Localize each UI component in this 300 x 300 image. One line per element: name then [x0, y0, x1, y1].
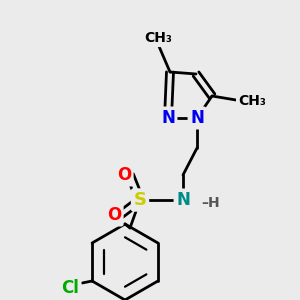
Text: N: N: [190, 109, 204, 127]
Text: O: O: [107, 206, 121, 224]
Text: CH₃: CH₃: [144, 31, 172, 45]
Text: Cl: Cl: [61, 279, 79, 297]
Text: N: N: [176, 191, 190, 209]
Text: CH₃: CH₃: [238, 94, 266, 108]
Text: –H: –H: [201, 196, 220, 210]
Text: S: S: [134, 191, 146, 209]
Text: O: O: [117, 166, 131, 184]
Text: N: N: [161, 109, 175, 127]
